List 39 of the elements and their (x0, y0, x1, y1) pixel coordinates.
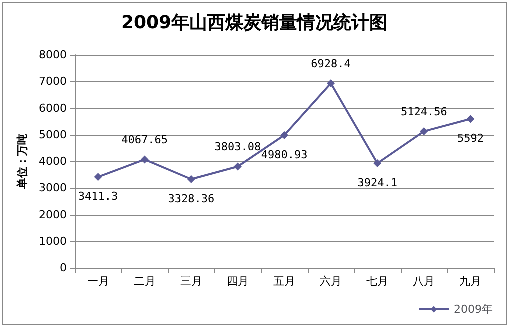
x-tick-label: 二月 (134, 275, 156, 288)
x-tick-label: 三月 (180, 275, 202, 288)
y-tick-label: 1000 (39, 234, 67, 248)
x-tick-label: 八月 (413, 275, 436, 288)
y-tick-label: 5000 (39, 128, 67, 142)
data-label: 4067.65 (122, 134, 168, 147)
point (327, 80, 336, 88)
y-tick-label: 0 (60, 262, 67, 274)
y-tick-label: 4000 (39, 155, 67, 168)
point (234, 162, 242, 171)
point (466, 115, 475, 124)
point (187, 175, 196, 184)
x-tick-label: 一月 (87, 275, 110, 288)
x-tick-label: 五月 (274, 275, 296, 288)
chart-title: 2009年山西煤炭销量情况统计图 (121, 12, 388, 34)
y-tick-label: 2000 (39, 208, 67, 222)
x-tick-label: 四月 (226, 275, 249, 288)
point (374, 160, 382, 168)
y-axis-title: 单位：万吨 (16, 134, 30, 190)
data-label: 5592 (457, 132, 484, 146)
y-tick-label: 3000 (39, 182, 67, 195)
point (420, 128, 428, 136)
data-label: 3411.3 (78, 190, 118, 204)
x-tick-label: 六月 (320, 275, 342, 288)
x-tick-label: 九月 (460, 275, 482, 288)
data-label: 3924.1 (358, 176, 398, 190)
x-tick-label: 七月 (366, 275, 389, 288)
y-tick-label: 7000 (39, 75, 67, 88)
legend-label: 2009年 (454, 303, 494, 316)
point (140, 156, 149, 164)
data-label: 3328.36 (168, 192, 215, 206)
point (280, 131, 288, 140)
data-label: 5124.56 (400, 106, 448, 119)
data-label: 4980.93 (261, 148, 308, 162)
data-label: 3803.08 (214, 140, 262, 154)
point (94, 173, 102, 182)
data-label: 6928.4 (311, 58, 352, 71)
y-tick-label: 6000 (39, 102, 67, 115)
y-tick-label: 8000 (39, 48, 67, 62)
